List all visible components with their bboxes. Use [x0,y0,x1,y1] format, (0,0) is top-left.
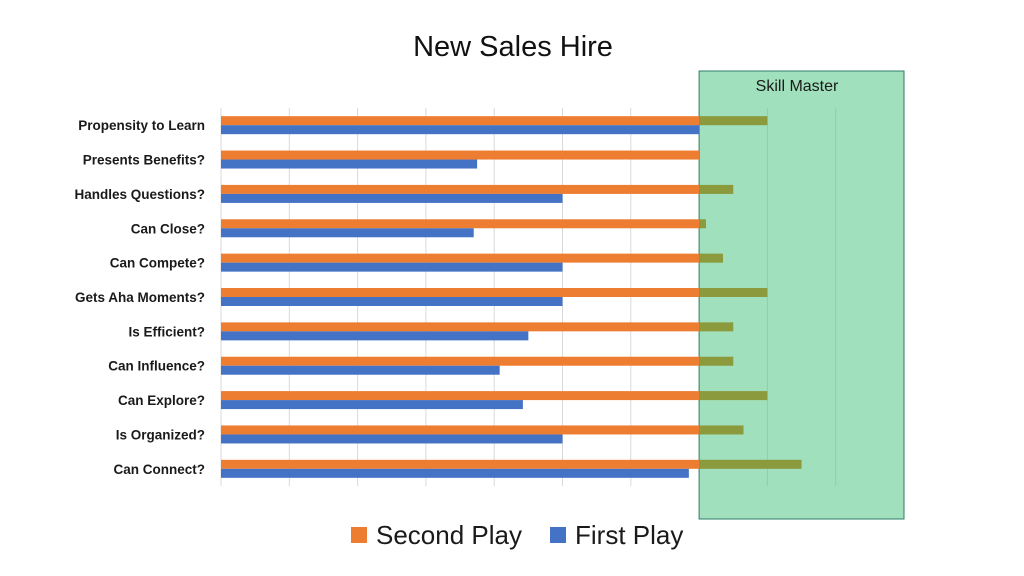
bar-series [221,116,802,478]
bar-second-play-overlap [699,425,744,435]
bar-first-play [221,365,500,375]
bar-second-play [221,459,700,469]
bar-second-play [221,150,700,160]
bar-second-play-overlap [699,288,768,297]
bar-second-play [221,322,700,332]
category-label: Can Influence? [108,359,205,374]
category-label: Can Compete? [110,256,205,271]
bar-second-play [221,219,700,229]
category-label: Can Connect? [113,462,205,477]
bar-second-play-overlap [699,459,802,469]
bar-first-play [221,331,529,341]
bar-first-play [221,297,563,306]
legend-swatch [351,527,367,543]
bar-second-play [221,184,700,194]
category-label: Presents Benefits? [83,153,205,168]
legend-swatch [550,527,566,543]
bar-first-play [221,125,700,135]
legend-label: Second Play [376,520,522,550]
bar-first-play [221,193,563,203]
bar-second-play-overlap [699,253,724,263]
category-label: Is Organized? [116,427,205,442]
bar-second-play-overlap [699,184,734,194]
bar-second-play-overlap [699,356,734,366]
bar-first-play [221,159,478,169]
category-label: Can Explore? [118,393,205,408]
bar-first-play [221,434,563,444]
bar-second-play [221,425,700,435]
category-label: Can Close? [131,221,205,236]
category-labels: Propensity to Learn Presents Benefits? Han… [74,118,205,477]
bar-second-play-overlap [699,116,768,126]
category-label: Handles Questions? [74,187,205,202]
legend: Second Play First Play [351,520,683,550]
bar-second-play [221,253,700,263]
bar-second-play-overlap [699,219,706,229]
bar-second-play [221,356,700,366]
bar-first-play [221,468,689,478]
chart-title: New Sales Hire [413,31,613,63]
bar-second-play [221,288,700,297]
bar-first-play [221,262,563,272]
category-label: Propensity to Learn [78,118,205,133]
bar-second-play-overlap [699,322,734,332]
bar-second-play [221,391,700,401]
skill-master-label: Skill Master [756,78,839,95]
bar-first-play [221,400,523,410]
category-label: Gets Aha Moments? [75,290,205,305]
bar-second-play-overlap [699,391,768,401]
legend-label: First Play [575,520,683,550]
bar-second-play [221,116,700,126]
bar-first-play [221,228,474,238]
category-label: Is Efficient? [128,324,205,339]
